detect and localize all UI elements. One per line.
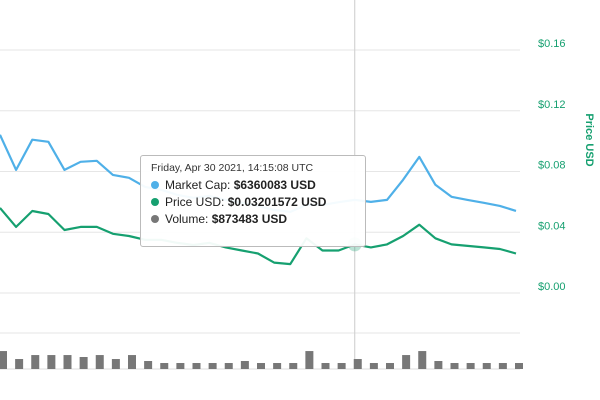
tooltip-row: Price USD: $0.03201572 USD [151,194,355,211]
volume-bar [63,355,72,369]
volume-bar [160,363,169,369]
volume-bar [111,359,120,369]
volume-bar [434,361,443,369]
volume-bar [498,363,507,369]
y-tick-label: $0.04 [538,220,566,232]
y-axis-title: Price USD [583,113,595,166]
volume-bar [369,363,378,369]
tooltip-row: Volume: $873483 USD [151,211,355,228]
volume-bar [95,355,104,369]
volume-bar [289,363,298,369]
volume-bar [31,355,40,369]
legend-dot [151,181,159,189]
volume-bar [79,357,88,369]
volume-bar [144,361,153,369]
volume-bar [402,355,411,369]
y-tick-label: $0.16 [538,38,566,50]
tooltip-label: Price USD: [165,195,225,209]
volume-bar [208,363,217,369]
volume-bar [224,363,233,369]
volume-bar [386,363,394,369]
line [0,207,517,266]
volume-bar [273,363,282,369]
volume-bar [450,363,459,369]
y-tick-label: $0.08 [538,160,566,172]
volume-bar [257,363,265,369]
volume-bar [192,363,201,369]
volume-bar [482,363,491,369]
tooltip-row: Market Cap: $6360083 USD [151,177,355,194]
tooltip-value: $0.03201572 USD [227,195,327,209]
volume-bar [47,355,56,369]
y-tick-label: $0.00 [538,281,566,293]
volume-bar [305,351,314,369]
tooltip-value: $6360083 USD [233,178,316,192]
tooltip-label: Volume: [165,212,209,226]
tooltip: Friday, Apr 30 2021, 14:15:08 UTC Market… [140,155,366,247]
volume-bar [0,351,7,369]
volume-bar [418,351,427,369]
volume-bar [15,359,24,369]
volume-bar [128,355,136,369]
tooltip-date: Friday, Apr 30 2021, 14:15:08 UTC [151,162,314,174]
volume-bar [466,363,475,369]
volume-bar [515,363,523,369]
volume-bar [176,363,185,369]
legend-dot [151,215,159,223]
volume-bar [337,363,346,369]
tooltip-value: $873483 USD [211,212,288,226]
y-tick-label: $0.12 [538,99,566,111]
volume-bar [321,363,330,369]
legend-dot [151,198,159,206]
volume-bar [353,359,362,369]
volume-bar [240,361,249,369]
tooltip-label: Market Cap: [165,178,231,192]
